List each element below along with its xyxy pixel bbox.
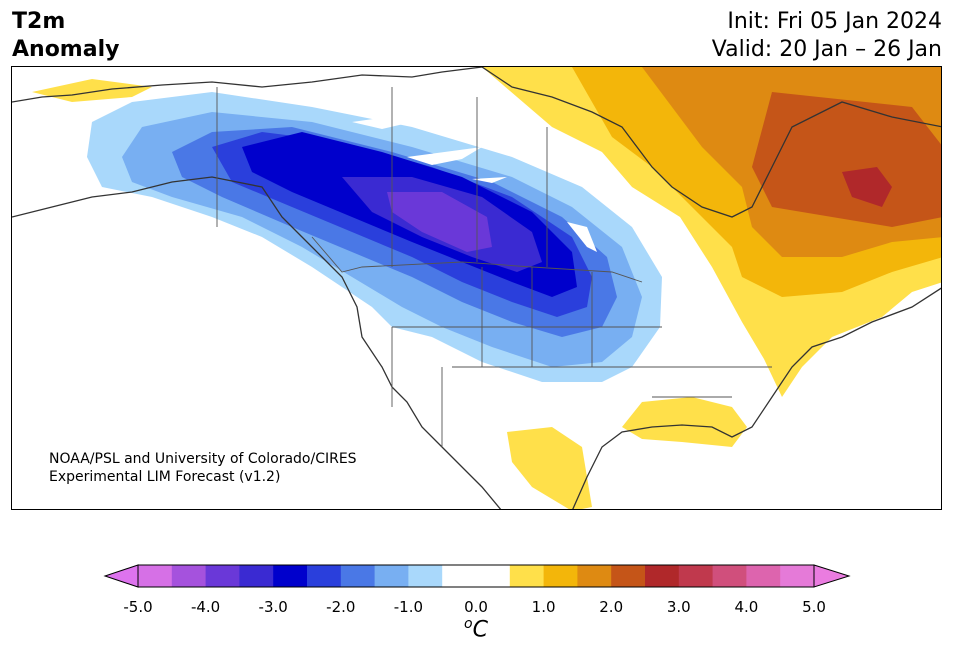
- colorbar-under-arrow: [103, 564, 139, 588]
- warm-anomaly-southeast: [622, 397, 747, 447]
- colorbar-segments: [138, 565, 815, 587]
- colorbar-tick-label: -5.0: [123, 598, 153, 616]
- colorbar-segment: [543, 565, 578, 587]
- colorbar-over-arrow: [813, 564, 851, 588]
- colorbar-tick-label: -2.0: [326, 598, 356, 616]
- colorbar-segment: [239, 565, 274, 587]
- colorbar-segment: [408, 565, 443, 587]
- units-sup: o: [464, 616, 473, 632]
- forecast-dates: Init: Fri 05 Jan 2024 Valid: 20 Jan – 26…: [712, 8, 942, 64]
- warm-anomaly-alaska: [32, 79, 152, 102]
- colorbar-segment: [746, 565, 781, 587]
- colorbar-segment: [340, 565, 376, 587]
- colorbar-tick-label: 1.0: [531, 598, 556, 616]
- map-canvas: [12, 67, 941, 509]
- colorbar-segment: [273, 565, 308, 587]
- title-line-1: T2m: [12, 9, 66, 34]
- map-title: T2m Anomaly: [12, 8, 119, 64]
- colorbar-tick-label: 3.0: [666, 598, 691, 616]
- init-date: Init: Fri 05 Jan 2024: [727, 9, 942, 34]
- credit-line-2: Experimental LIM Forecast (v1.2): [49, 469, 281, 485]
- colorbar-segment: [678, 565, 714, 587]
- warm-anomaly-4: [842, 167, 892, 207]
- great-bear-lake: [407, 147, 482, 165]
- colorbar-ticks: -5.0 -4.0 -3.0 -2.0 -1.0 0.0 1.0 2.0 3.0 4.0 5.0: [0, 598, 953, 618]
- colorbar-segment: [138, 565, 173, 587]
- colorbar-tick-label: -1.0: [393, 598, 424, 616]
- credit-line-1: NOAA/PSL and University of Colorado/CIRE…: [49, 451, 357, 467]
- colorbar-units: oC: [464, 616, 488, 642]
- credit-text: NOAA/PSL and University of Colorado/CIRE…: [49, 450, 357, 486]
- colorbar-segment: [171, 565, 207, 587]
- colorbar-segment: [509, 565, 545, 587]
- anomaly-map: NOAA/PSL and University of Colorado/CIRE…: [11, 66, 942, 510]
- colorbar-segment: [374, 565, 409, 587]
- colorbar-segment: [780, 565, 815, 587]
- cold-anomaly-7: [387, 192, 492, 252]
- colorbar-tick-label: 2.0: [599, 598, 624, 616]
- warm-anomaly-mexico: [507, 427, 592, 509]
- colorbar-frame: [137, 564, 815, 588]
- lake-athabasca: [472, 177, 507, 183]
- colorbar-segment: [476, 565, 511, 587]
- political-borders: [216, 87, 772, 447]
- coastlines: [12, 67, 941, 509]
- valid-range: Valid: 20 Jan – 26 Jan: [711, 37, 942, 62]
- colorbar-segment: [611, 565, 646, 587]
- colorbar-tick-label: -3.0: [258, 598, 288, 616]
- lake-winnipeg: [567, 222, 597, 252]
- colorbar-segment: [712, 565, 747, 587]
- units-base: C: [472, 617, 488, 643]
- colorbar-segment: [205, 565, 240, 587]
- colorbar-segment: [645, 565, 680, 587]
- colorbar-segment: [442, 565, 477, 587]
- title-line-2: Anomaly: [12, 37, 120, 62]
- colorbar-tick-label: 5.0: [802, 598, 826, 616]
- colorbar-segment: [307, 565, 342, 587]
- colorbar-tick-label: 4.0: [734, 598, 759, 616]
- colorbar-tick-label: -4.0: [190, 598, 221, 616]
- warm-anomaly-3: [752, 92, 941, 227]
- colorbar-segment: [577, 565, 612, 587]
- great-slave-lake: [352, 115, 412, 129]
- colorbar-tick-label: 0.0: [464, 598, 488, 616]
